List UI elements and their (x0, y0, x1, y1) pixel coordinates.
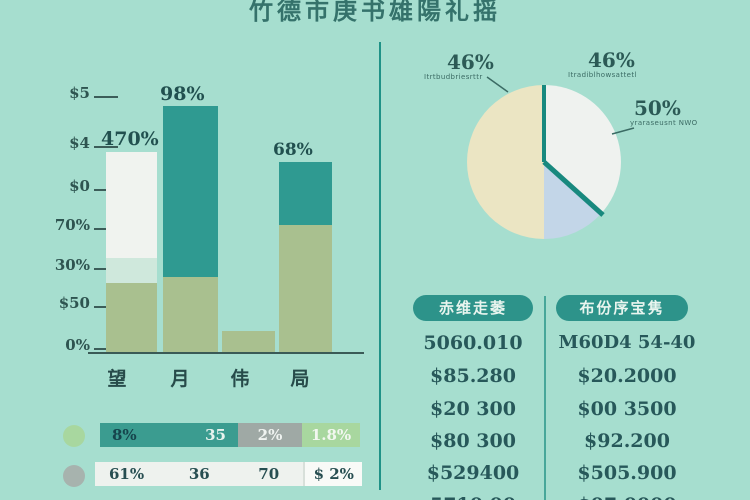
pie-slice-white (544, 85, 621, 214)
table-cell: $529400 (426, 462, 520, 484)
legend-value: $ 2% (313, 465, 354, 483)
legend-bar2-seg4: $ 2% (303, 462, 363, 486)
table-header-right: 布份序宝隽 (556, 295, 688, 321)
bar4-segment-teal (279, 162, 332, 225)
bar4-segment-olive (279, 225, 332, 352)
legend-bar2-seg2: 36 (165, 462, 234, 486)
page-title: 竹德市庚书雄陽礼摇 (249, 0, 501, 25)
legend-bar-1: 8% 35 2% 1.8% (100, 423, 360, 447)
legend-value: 2% (257, 426, 283, 444)
table-cell: $00 3500 (577, 398, 677, 420)
y-tick-label: $4 (69, 134, 90, 152)
bar2-value-label: 98% (160, 83, 205, 105)
table-cell: $07.0000 (552, 494, 702, 500)
y-tick-label: $0 (69, 177, 90, 195)
x-axis-label: 伟 (230, 368, 250, 390)
section-divider-line (379, 42, 381, 490)
table-cell: 5710.00 (408, 494, 538, 500)
pie-leader-lines (486, 76, 635, 135)
bar4-value-label: 68% (273, 140, 313, 160)
table-column-divider (544, 296, 546, 500)
bar1-segment-white (106, 152, 157, 258)
table-cell: $505.900 (577, 462, 677, 484)
legend-dot-gray (63, 465, 85, 487)
y-tick-label: $5 (69, 84, 90, 102)
pie-label-subtext: Itradiblhowsattetl (568, 71, 637, 79)
pie-label-subtext: yraraseusnt NWO (630, 119, 698, 127)
x-axis-label: 望 (107, 368, 127, 390)
x-axis-line (88, 352, 364, 354)
bar3-segment-olive (222, 331, 275, 352)
table-cell: 5060.010 (423, 332, 523, 354)
pie-label-pct: 46% (588, 48, 635, 72)
y-tick-label: $50 (58, 294, 90, 312)
table-cell: $92.200 (584, 430, 670, 452)
y-tick-label: 30% (54, 256, 90, 274)
bar1-segment-olive (106, 283, 157, 352)
legend-value: 8% (112, 426, 137, 444)
pie-label-subtext: Itrtbudbriesrttr (424, 73, 483, 81)
y-tick-mark (94, 96, 118, 98)
pie-slice-blue (544, 162, 602, 239)
bar2-segment-olive (163, 277, 218, 352)
table-cell: $20.2000 (577, 365, 677, 387)
legend-value: 70 (258, 465, 280, 483)
legend-value: 61% (109, 465, 145, 483)
pie-label-pct: 46% (447, 50, 494, 74)
legend-bar1-green-segment: 1.8% (302, 423, 360, 447)
pie-divider-line-diag (542, 160, 605, 217)
x-axis-label: 月 (170, 368, 190, 390)
table-cell: $20 300 (430, 398, 516, 420)
bar1-value-label: 470% (101, 128, 159, 150)
legend-bar1-teal-segment: 8% 35 (100, 423, 238, 447)
x-axis-label: 局 (290, 368, 310, 390)
table-cell: M60D4 54-40 (558, 332, 696, 353)
y-tick-label: 70% (54, 216, 90, 234)
pie-label-pct: 50% (634, 96, 681, 120)
bar2-segment-teal (163, 106, 218, 277)
legend-bar2-seg3: 70 (234, 462, 303, 486)
legend-bar-2: 61% 36 70 $ 2% (95, 462, 363, 486)
legend-value: 35 (205, 426, 226, 444)
pie-svg (467, 85, 621, 239)
legend-dot-green (63, 425, 85, 447)
bar1-segment-lightteal (106, 258, 157, 283)
y-tick-mark (94, 146, 118, 148)
legend-bar1-gray-segment: 2% (238, 423, 302, 447)
legend-bar2-seg1: 61% (95, 462, 165, 486)
table-cell: $85.280 (430, 365, 516, 387)
legend-value: 36 (188, 465, 210, 483)
legend-value: 1.8% (310, 426, 352, 444)
table-header-left: 赤维走萎 (413, 295, 533, 321)
pie-slice-cream (467, 85, 544, 239)
y-tick-label: 0% (65, 336, 90, 354)
table-cell: $80 300 (430, 430, 516, 452)
